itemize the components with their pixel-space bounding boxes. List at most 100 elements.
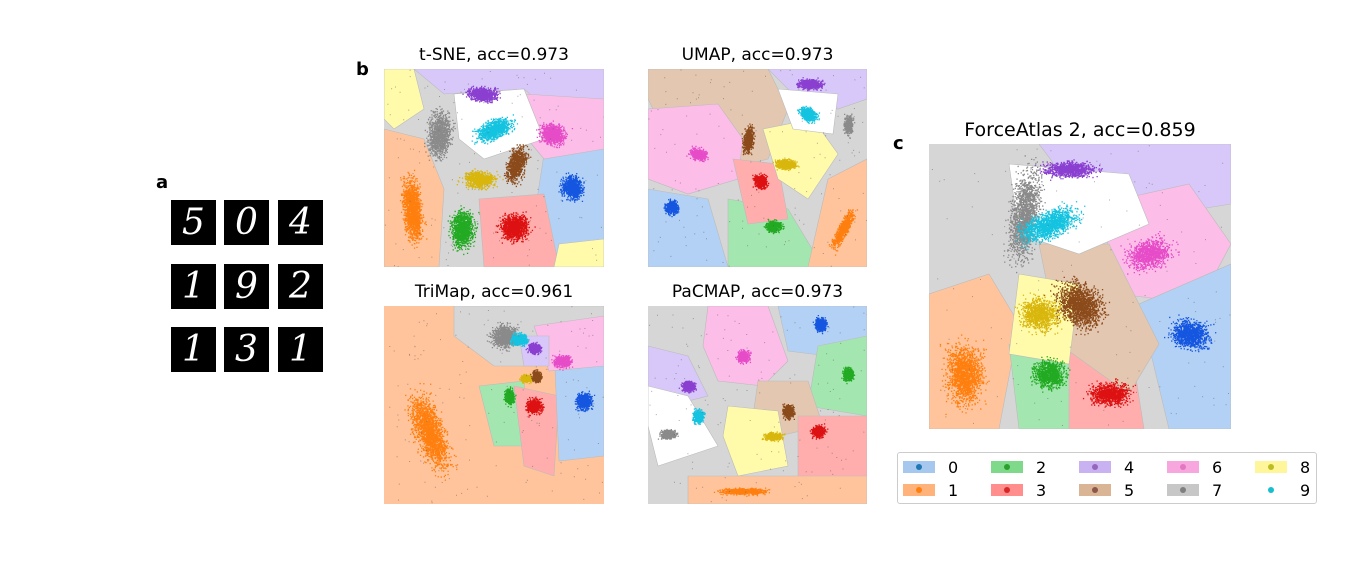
legend-swatch — [1167, 484, 1199, 496]
cluster-points-0 — [1164, 314, 1217, 353]
cluster-points-9 — [796, 105, 821, 125]
class-region-3 — [732, 158, 789, 225]
cluster-points-6 — [735, 348, 752, 365]
panel-label-b: b — [356, 59, 369, 80]
class-region-8 — [553, 238, 604, 267]
digit-tile: 1 — [171, 327, 216, 372]
legend-item-3: 3 — [991, 480, 1046, 500]
legend-label: 5 — [1124, 480, 1135, 500]
legend-item-1: 1 — [903, 480, 958, 500]
digit-tile: 5 — [171, 200, 216, 245]
cluster-points-4 — [796, 77, 826, 92]
pacmap-svg — [648, 306, 867, 504]
digit-glyph: 4 — [289, 201, 312, 243]
legend-label: 3 — [1036, 480, 1047, 500]
digit-tile: 1 — [278, 327, 323, 372]
pacmap-title: PaCMAP, acc=0.973 — [671, 282, 844, 302]
legend-swatch — [903, 484, 935, 496]
legend-label: 0 — [948, 457, 959, 477]
point-cloud — [649, 306, 867, 503]
panel-label-c: c — [893, 133, 904, 154]
cluster-points-6 — [686, 145, 709, 163]
digit-glyph: 3 — [235, 328, 258, 370]
legend-label: 1 — [948, 480, 959, 500]
cluster-points-0 — [663, 198, 680, 218]
cluster-points-2 — [447, 205, 480, 256]
digit-tile: 4 — [278, 200, 323, 245]
cluster-points-8 — [519, 373, 535, 385]
legend-item-9: 9 — [1255, 480, 1310, 500]
point-cloud — [389, 306, 604, 504]
legend-label: 4 — [1124, 457, 1135, 477]
legend-item-0: 0 — [903, 457, 958, 477]
legend-swatch — [991, 461, 1023, 473]
forceatlas-embedding-plot — [929, 144, 1231, 429]
cluster-points-7 — [1003, 155, 1046, 274]
legend-label: 8 — [1300, 457, 1311, 477]
cluster-points-4 — [1035, 159, 1103, 181]
panel-label-a: a — [156, 172, 169, 193]
cluster-points-0 — [574, 390, 596, 413]
tsne-title: t-SNE, acc=0.973 — [419, 45, 569, 65]
cluster-points-5 — [530, 369, 543, 384]
digit-glyph: 5 — [182, 201, 205, 243]
digit-tile: 0 — [224, 200, 269, 245]
cluster-points-9 — [1015, 201, 1086, 251]
digit-glyph: 0 — [235, 201, 258, 243]
forceatlas-title: ForceAtlas 2, acc=0.859 — [964, 119, 1196, 141]
cluster-points-9 — [471, 114, 519, 145]
digit-tile: 3 — [224, 327, 269, 372]
trimap-svg — [384, 306, 604, 504]
legend-item-7: 7 — [1167, 480, 1222, 500]
trimap-embedding-plot — [384, 306, 604, 504]
cluster-points-0 — [558, 172, 585, 203]
legend-item-8: 8 — [1255, 457, 1310, 477]
class-region-3 — [513, 385, 560, 477]
cluster-points-4 — [462, 85, 501, 104]
legend-label: 6 — [1212, 457, 1223, 477]
cluster-points-4 — [525, 341, 543, 356]
cluster-points-7 — [842, 113, 856, 139]
digit-glyph: 1 — [289, 328, 312, 370]
legend-item-6: 6 — [1167, 457, 1222, 477]
cluster-points-5 — [741, 123, 756, 156]
cluster-points-7 — [424, 105, 456, 162]
umap-embedding-plot — [648, 69, 867, 267]
cluster-points-1 — [713, 487, 771, 497]
legend-label: 9 — [1300, 480, 1311, 500]
legend-item-5: 5 — [1079, 480, 1134, 500]
class-region-8 — [384, 69, 425, 130]
class-region-8 — [722, 405, 789, 477]
cluster-points-5 — [503, 144, 532, 188]
class-region-2 — [807, 335, 867, 417]
cluster-points-1 — [399, 169, 428, 249]
umap-title: UMAP, acc=0.973 — [681, 45, 834, 65]
legend-swatch — [1079, 461, 1111, 473]
cluster-points-0 — [812, 315, 829, 335]
legend-swatch — [1167, 461, 1199, 473]
pacmap-embedding-plot — [648, 306, 867, 504]
legend-swatch — [991, 484, 1023, 496]
cluster-points-5 — [782, 403, 796, 421]
cluster-points-2 — [841, 366, 856, 385]
point-cloud — [648, 69, 867, 267]
digit-glyph: 9 — [235, 265, 258, 307]
cluster-points-1 — [939, 334, 990, 415]
class-region-9 — [648, 385, 719, 467]
legend-swatch — [1255, 461, 1287, 473]
digit-glyph: 1 — [182, 328, 205, 370]
cluster-points-6 — [551, 353, 574, 371]
legend-label: 7 — [1212, 480, 1223, 500]
legend-swatch — [1079, 484, 1111, 496]
legend-swatch — [903, 461, 935, 473]
tsne-svg — [384, 69, 604, 267]
cluster-points-1 — [404, 382, 459, 481]
cluster-points-6 — [536, 120, 574, 149]
cluster-points-3 — [495, 211, 536, 245]
digit-tile: 1 — [171, 264, 216, 309]
cluster-points-6 — [1120, 231, 1180, 276]
legend-label: 2 — [1036, 457, 1047, 477]
cluster-points-2 — [1030, 356, 1071, 393]
digit-glyph: 2 — [289, 265, 312, 307]
class-region-1 — [807, 158, 867, 267]
